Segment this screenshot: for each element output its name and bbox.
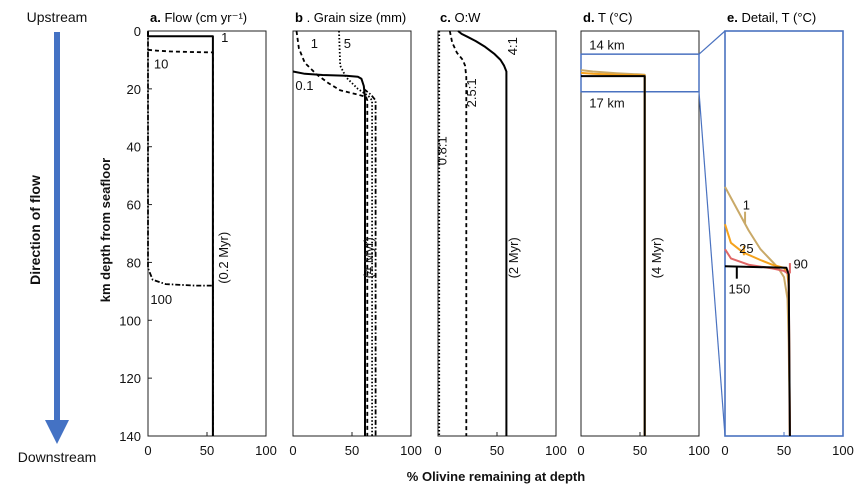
panel-b-curve-label: 0.1: [295, 78, 313, 93]
panel-c-x-tick-label: 100: [545, 443, 567, 458]
panel-a-title: a. Flow (cm yr⁻¹): [150, 10, 247, 25]
panel-a-time-label: (0.2 Myr): [216, 232, 231, 284]
panel-d-x-tick-label: 100: [688, 443, 710, 458]
panel-e-curve-label: 25: [739, 241, 753, 256]
panel-e-title-text: Detail, T (°C): [738, 10, 816, 25]
panel-b-title-text: . Grain size (mm): [303, 10, 406, 25]
panel-a-series-line: [147, 31, 214, 436]
panel-e-curve-label: 1: [743, 197, 750, 212]
panel-a-title-text: Flow (cm yr⁻¹): [161, 10, 247, 25]
y-tick-label: 40: [127, 140, 141, 155]
y-tick-label: 80: [127, 255, 141, 270]
panel-a-x-tick-label: 50: [200, 443, 214, 458]
panel-d-time-label: (4 Myr): [649, 237, 664, 278]
panel-a-x-tick-label: 0: [144, 443, 151, 458]
y-tick-label: 60: [127, 198, 141, 213]
panel-c-series-line: [448, 30, 468, 436]
x-axis-label: % Olivine remaining at depth: [407, 469, 585, 484]
y-tick-label: 20: [127, 82, 141, 97]
panel-e-series-line: [724, 248, 791, 437]
panel-b-series-line: [295, 30, 369, 436]
panel-b-curve-label: 5: [344, 36, 351, 51]
panel-d-letter: d.: [583, 10, 595, 25]
panel-b-letter: b: [295, 10, 303, 25]
panel-e-series-line: [724, 265, 791, 437]
panel-b-time-label: (4 Myr): [361, 237, 376, 278]
panel-a-curve-label: 10: [154, 56, 168, 71]
panel-d-series-line: [580, 69, 646, 436]
panel-e-series-line: [724, 186, 791, 437]
y-tick-label: 120: [119, 371, 141, 386]
panel-b-x-tick-label: 0: [289, 443, 296, 458]
downstream-label: Downstream: [18, 449, 97, 465]
panel-a-x-tick-label: 100: [255, 443, 277, 458]
panel-e-x-tick-label: 50: [777, 443, 791, 458]
panel-e-letter: e.: [727, 10, 738, 25]
panel-c-curve-label: 2.5:1: [464, 78, 479, 107]
y-tick-label: 100: [119, 313, 141, 328]
panel-c-frame: [437, 30, 557, 437]
panel-d-x-tick-label: 50: [633, 443, 647, 458]
panel-a-series-line: [147, 48, 214, 436]
panel-c-curve-label: 0.8:1: [434, 136, 449, 165]
panel-b-title: b . Grain size (mm): [295, 10, 406, 25]
zoom-connector-top: [698, 30, 726, 55]
zoom-box: [580, 53, 700, 93]
panel-e-x-tick-label: 100: [832, 443, 854, 458]
panel-b-curve-label: 1: [311, 36, 318, 51]
panel-a-letter: a.: [150, 10, 161, 25]
panel-d-title: d. T (°C): [583, 10, 633, 25]
panel-d-series-line: [580, 71, 646, 436]
panel-a-curve-label: 100: [150, 292, 172, 307]
panel-a-series-line: [147, 31, 214, 436]
panel-d-title-text: T (°C): [595, 10, 633, 25]
y-tick-label: 0: [134, 24, 141, 39]
panel-e-title: e. Detail, T (°C): [727, 10, 816, 25]
panel-e-series-line: [724, 223, 791, 437]
zoom-connector-bottom: [698, 91, 726, 437]
panel-b-series-line: [292, 70, 366, 436]
panel-e-x-tick-label: 0: [721, 443, 728, 458]
panel-e-curve-label: 90: [793, 257, 807, 272]
panel-d-curve-label: 17 km: [589, 95, 624, 110]
panel-d-curve-label: 14 km: [589, 37, 624, 52]
y-tick-label: 140: [119, 429, 141, 444]
panel-e-frame: [724, 30, 844, 437]
panel-c-letter: c.: [440, 10, 451, 25]
panel-c-series-line: [457, 30, 508, 436]
panel-e-curve-label: 150: [729, 282, 751, 297]
panel-c-title-text: O:W: [451, 10, 481, 25]
panel-c-x-tick-label: 0: [434, 443, 441, 458]
panel-c-time-label: (2 Myr): [506, 237, 521, 278]
panel-a-curve-label: 1: [221, 30, 228, 45]
panel-b-series-line: [338, 30, 373, 436]
panel-c-title: c. O:W: [440, 10, 481, 25]
y-axis-label: km depth from seafloor: [98, 158, 113, 302]
panel-c-curve-label: 4:1: [505, 37, 520, 55]
panel-b-x-tick-label: 100: [400, 443, 422, 458]
panel-c-x-tick-label: 50: [490, 443, 504, 458]
panel-d-x-tick-label: 0: [577, 443, 584, 458]
panel-a-frame: [147, 30, 267, 437]
panel-b-x-tick-label: 50: [345, 443, 359, 458]
upstream-label: Upstream: [27, 9, 88, 25]
panel-d-series-line: [581, 75, 646, 436]
panel-b-series-line: [363, 88, 377, 436]
direction-label: Direction of flow: [27, 175, 43, 285]
